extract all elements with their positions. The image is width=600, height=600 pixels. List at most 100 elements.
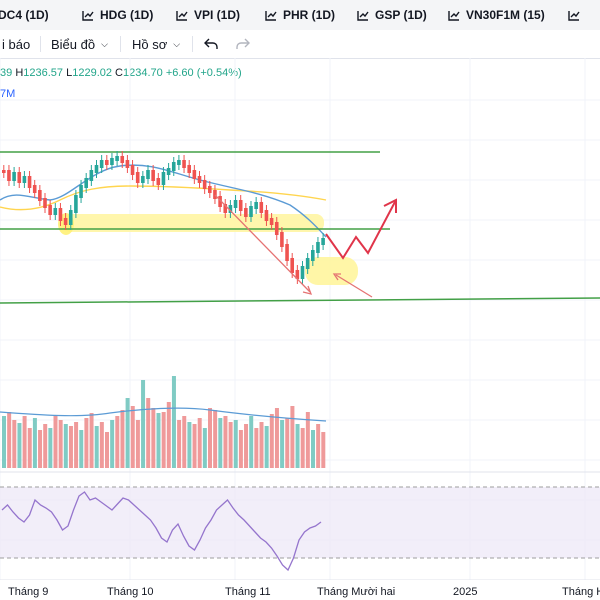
candle <box>120 156 125 163</box>
tab-hdg[interactable]: HDG (1D) <box>82 0 153 30</box>
volume-bar <box>197 418 202 468</box>
rsi-line <box>1 491 322 572</box>
volume-bar <box>120 410 125 468</box>
candle <box>27 176 32 188</box>
candle <box>177 160 181 165</box>
volume-ma-line <box>0 407 327 422</box>
chart-icon <box>82 10 94 21</box>
toolbar-divider <box>40 36 41 52</box>
volume-bar <box>141 380 146 468</box>
volume-bar <box>22 416 27 468</box>
volume-bar <box>68 426 73 468</box>
candle <box>311 250 315 261</box>
chevron-down-icon: ⌵ <box>101 38 108 49</box>
candle <box>141 176 145 183</box>
candle <box>38 190 42 201</box>
candle <box>166 168 171 175</box>
x-label-feb: Tháng Hai <box>562 586 600 598</box>
candle <box>151 170 155 181</box>
volume-bar <box>285 418 290 468</box>
candle <box>99 160 104 168</box>
volume-bar <box>151 408 156 468</box>
candle <box>58 208 63 221</box>
candle <box>48 205 52 215</box>
volume-bar <box>182 416 187 468</box>
candle <box>285 244 289 261</box>
candle <box>89 170 94 181</box>
volume-bar <box>2 416 6 468</box>
trend-lines <box>0 151 600 304</box>
alerts-button[interactable]: i báo <box>2 36 31 52</box>
price-chart[interactable] <box>0 58 600 580</box>
symbol-tab-bar: DC4 (1D) HDG (1D) VPI (1D) PHR (1D) GSP … <box>0 0 600 31</box>
candle <box>249 206 253 217</box>
chart-icon <box>448 10 460 21</box>
volume-bar <box>254 428 259 468</box>
volume-bar <box>208 408 212 468</box>
candle <box>223 204 228 213</box>
candle <box>22 176 27 183</box>
toolbar-divider <box>120 36 121 52</box>
tab-dc4[interactable]: DC4 (1D) <box>0 8 49 22</box>
volume-bar <box>12 420 17 468</box>
volume-bar <box>305 412 310 468</box>
tab-phr[interactable]: PHR (1D) <box>265 0 335 30</box>
volume-bars <box>2 376 326 468</box>
candle <box>171 162 176 171</box>
support-highlight-zone <box>62 214 324 232</box>
tab-more[interactable] <box>568 0 586 30</box>
candle <box>280 232 284 247</box>
candle <box>63 218 68 225</box>
volume-bar <box>311 430 315 468</box>
volume-bar <box>146 398 151 468</box>
chart-icon <box>176 10 188 21</box>
volume-bar <box>259 422 264 468</box>
tab-gsp[interactable]: GSP (1D) <box>357 0 427 30</box>
candle <box>32 185 37 193</box>
volume-bar <box>27 428 32 468</box>
pointer-arrow <box>335 274 373 298</box>
candle <box>208 186 212 193</box>
volume-legend: 7M <box>0 88 16 100</box>
redo-icon <box>236 38 250 49</box>
volume-bar <box>223 416 228 468</box>
arrow-head <box>332 273 341 281</box>
candle <box>17 172 22 183</box>
candle <box>79 185 83 198</box>
volume-bar <box>290 406 295 468</box>
candle <box>259 202 264 213</box>
open-value: 39 <box>0 67 13 79</box>
high-key: H <box>15 67 24 79</box>
toolbar-divider <box>192 36 193 52</box>
candle <box>218 196 222 207</box>
candle <box>130 165 135 175</box>
candle <box>135 172 140 183</box>
volume-bar <box>264 426 269 468</box>
candle <box>295 270 300 279</box>
volume-bar <box>130 406 135 468</box>
redo-button[interactable] <box>236 30 250 58</box>
volume-bar <box>84 418 89 468</box>
candle <box>12 172 16 181</box>
arrow-head <box>302 285 313 295</box>
volume-bar <box>94 426 99 468</box>
candle <box>197 176 202 183</box>
low-key: L <box>66 67 73 79</box>
volume-bar <box>280 420 285 468</box>
volume-bar <box>99 422 104 468</box>
volume-bar <box>213 410 218 468</box>
profile-dropdown[interactable]: Hồ sơ ⌵ <box>132 36 181 52</box>
candle <box>125 160 130 168</box>
close-value: 1234.70 <box>123 67 163 79</box>
undo-button[interactable] <box>204 30 218 58</box>
candle <box>115 156 119 161</box>
tab-vpi[interactable]: VPI (1D) <box>176 0 240 30</box>
x-label-oct: Tháng 10 <box>107 586 154 598</box>
candle <box>254 202 258 209</box>
undo-icon <box>204 38 218 49</box>
close-key: C <box>115 67 123 79</box>
x-label-dec: Tháng Mười hai <box>317 586 396 598</box>
tab-vn30f1m[interactable]: VN30F1M (15) <box>448 0 545 30</box>
charts-dropdown[interactable]: Biểu đồ ⌵ <box>51 36 108 52</box>
candle <box>156 178 161 185</box>
